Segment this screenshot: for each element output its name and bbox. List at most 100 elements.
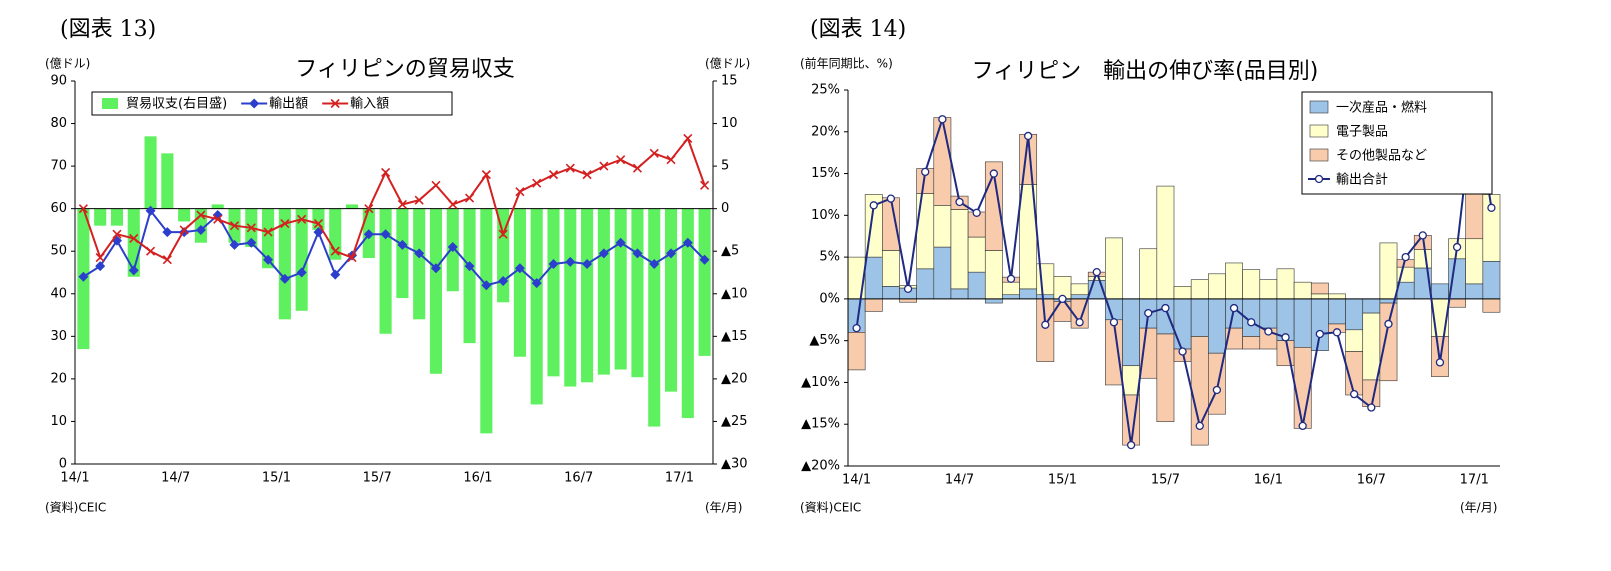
y-tick-label: 80 (50, 116, 67, 131)
source: (資料)CEIC (45, 501, 106, 515)
bar-segment (950, 288, 969, 300)
bar-segment (916, 268, 935, 300)
point (430, 263, 441, 274)
point (112, 229, 122, 239)
point (852, 323, 861, 333)
point (481, 280, 492, 291)
bar-segment (1276, 268, 1295, 300)
point (280, 218, 290, 229)
point (938, 115, 947, 124)
legend (91, 91, 453, 116)
y-tick-label: 5% (819, 250, 840, 265)
point (330, 269, 341, 280)
point (481, 170, 491, 180)
bar-segment (1036, 298, 1055, 362)
point (869, 201, 878, 210)
point (599, 161, 609, 171)
point (649, 148, 659, 158)
bar-segment (1156, 333, 1175, 423)
legend-label: 一次産品・燃料 (1336, 100, 1427, 116)
point (649, 258, 660, 269)
bar-segment (1259, 298, 1278, 329)
point (1298, 421, 1307, 431)
point (263, 227, 273, 237)
bar-segment (916, 193, 935, 270)
bar-segment (1413, 249, 1432, 269)
point (1058, 294, 1067, 304)
bar-segment (1379, 302, 1398, 382)
y-tick-label: 15% (811, 166, 840, 181)
bar-segment (1190, 279, 1209, 300)
y2-tick-label: 5 (721, 159, 729, 174)
bar-segment (1362, 298, 1381, 314)
bar-segment (1070, 294, 1089, 300)
legend-label: 輸入額 (350, 97, 389, 112)
x-unit: (年/月) (705, 501, 742, 515)
point (1332, 328, 1342, 337)
point (1092, 268, 1101, 277)
bar (429, 208, 443, 374)
y-tick-label: 25% (811, 83, 840, 98)
y2-tick-label: 0 (721, 201, 729, 216)
bar-segment (1482, 298, 1501, 313)
point (1178, 347, 1187, 356)
point (380, 229, 391, 240)
point (582, 258, 593, 269)
y2-tick-label: ▲20 (721, 371, 748, 386)
point (195, 224, 206, 235)
bar (631, 208, 644, 378)
point (414, 195, 424, 205)
point (1315, 329, 1324, 339)
point (616, 155, 626, 165)
bar-segment (967, 236, 986, 273)
point (1281, 333, 1290, 342)
point (128, 265, 139, 276)
point (196, 210, 206, 220)
point (666, 155, 676, 165)
bar (413, 208, 426, 320)
bar (211, 204, 224, 209)
point (145, 205, 156, 216)
bar-segment (1208, 298, 1226, 354)
y-tick-label: 90 (50, 74, 67, 89)
point (1161, 303, 1170, 313)
point (632, 163, 643, 173)
point (78, 204, 88, 214)
point (1006, 274, 1016, 283)
point (95, 261, 106, 272)
bar-segment (950, 209, 969, 290)
point (162, 255, 172, 265)
bar-segment (1310, 293, 1329, 300)
y2-tick-label: 10 (721, 116, 738, 131)
bar-segment (899, 298, 917, 303)
point (213, 214, 223, 224)
bar-segment (1070, 283, 1089, 296)
point (246, 223, 256, 233)
y-axis-label: (億ドル) (45, 57, 90, 71)
point (682, 237, 693, 248)
bar-segment (882, 286, 900, 300)
bar (581, 208, 594, 383)
y-tick-label: 70 (50, 159, 67, 174)
point (1418, 231, 1427, 240)
figure-label: (図表 14) (810, 17, 906, 42)
point (683, 133, 693, 144)
figure-label: (図表 13) (60, 17, 156, 42)
y-tick-label: 20 (50, 371, 67, 386)
point (1367, 403, 1376, 412)
bar-segment (1293, 298, 1312, 348)
bar-segment (882, 250, 900, 287)
point (1384, 319, 1393, 329)
legend-label: 電子製品 (1336, 125, 1388, 140)
point (666, 248, 677, 259)
y2-tick-label: ▲15 (721, 329, 748, 344)
bar-segment (1122, 365, 1140, 396)
y2-axis-label: (億ドル) (705, 57, 750, 71)
bar-segment (882, 197, 900, 251)
bar-segment (1208, 273, 1226, 300)
y-tick-label: ▲5% (809, 333, 840, 348)
point (330, 246, 340, 256)
x-tick-label: 16/7 (564, 471, 593, 486)
point (615, 237, 626, 248)
bar (480, 208, 493, 434)
